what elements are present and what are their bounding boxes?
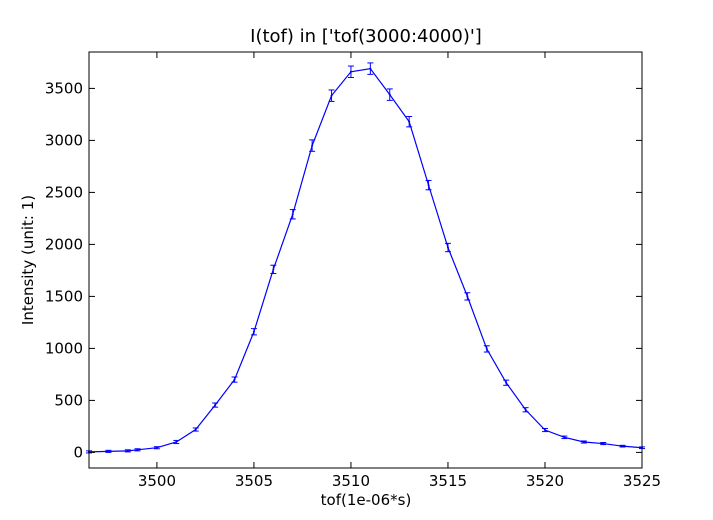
data-point: [291, 213, 294, 216]
data-point: [136, 448, 139, 451]
chart-title: I(tof) in ['tof(3000:4000)']: [250, 26, 482, 47]
data-point: [485, 347, 488, 350]
x-axis-title: tof(1e-06*s): [321, 491, 412, 509]
data-point: [272, 268, 275, 271]
data-point: [369, 67, 372, 70]
data-point: [466, 295, 469, 298]
plot-frame: [88, 51, 643, 469]
x-tick-label: 3510: [332, 472, 370, 490]
y-tick-label: 0: [73, 443, 83, 461]
data-point: [107, 450, 110, 453]
data-point: [427, 184, 430, 187]
y-tick-label: 3000: [45, 131, 83, 149]
y-tick-label: 3500: [45, 79, 83, 97]
data-point: [621, 445, 624, 448]
data-point: [349, 70, 352, 73]
data-point: [155, 446, 158, 449]
data-point: [126, 449, 129, 452]
x-tick-label: 3505: [235, 472, 273, 490]
y-tick-label: 1000: [45, 339, 83, 357]
data-point: [214, 404, 217, 407]
data-point: [602, 442, 605, 445]
data-point: [233, 378, 236, 381]
x-tick-label: 3520: [526, 472, 564, 490]
y-tick-label: 1500: [45, 287, 83, 305]
plot-area: [86, 62, 645, 454]
series-line: [88, 67, 643, 453]
y-tick-label: 500: [54, 391, 83, 409]
data-point: [505, 381, 508, 384]
axes: 3500 3505 3510 3515 3520 3525 0 500 1000 1500 2000…: [45, 51, 661, 490]
x-tick-label: 3515: [429, 472, 467, 490]
data-point: [408, 120, 411, 123]
data-point: [252, 330, 255, 333]
y-tick-label: 2000: [45, 235, 83, 253]
data-point: [194, 428, 197, 431]
data-point: [582, 441, 585, 443]
data-point: [563, 436, 566, 439]
data-point: [175, 441, 178, 443]
x-tick-label: 3500: [138, 472, 176, 490]
data-point: [524, 408, 527, 411]
y-axis-title: Intensity (unit: 1): [19, 195, 37, 325]
data-point: [446, 246, 449, 249]
data-point: [311, 144, 314, 147]
data-point: [543, 429, 546, 432]
x-tick-label: 3525: [623, 472, 661, 490]
y-tick-label: 2500: [45, 183, 83, 201]
data-point: [388, 93, 391, 96]
data-point: [330, 94, 333, 97]
